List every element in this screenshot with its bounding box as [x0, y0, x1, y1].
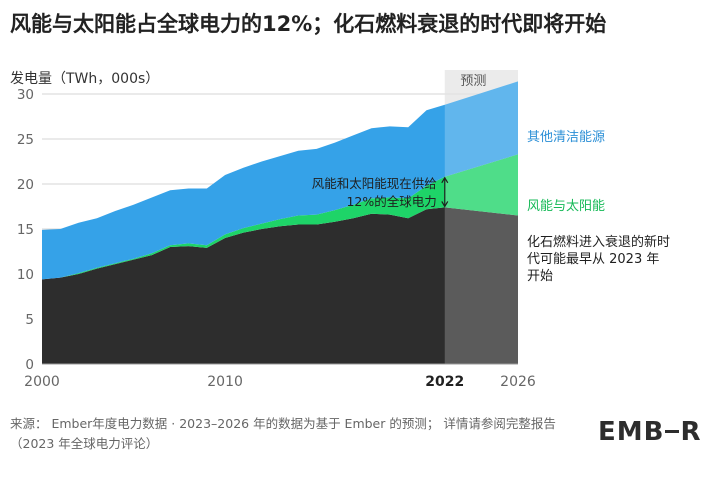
y-axis-label: 发电量（TWh，000s）	[10, 71, 160, 87]
y-tick-label: 0	[25, 357, 34, 373]
ember-logo: EMB R	[598, 417, 702, 447]
area-other_clean	[42, 81, 518, 280]
annotation-arrow-head-down	[441, 201, 449, 208]
y-tick-label: 5	[25, 312, 34, 328]
x-tick-label: 2010	[207, 374, 243, 390]
annotation-text: 风能和太阳能现在供给 12%的全球电力	[312, 176, 437, 209]
y-tick-label: 15	[17, 222, 34, 238]
legend-label-wind-solar: 风能与太阳能	[527, 199, 605, 214]
y-tick-label: 25	[17, 132, 34, 148]
legend-label-fossil-line: 代可能最早从 2023 年	[527, 252, 659, 267]
chart-title: 风能与太阳能占全球电力的12%；化石燃料衰退的时代即将开始	[10, 12, 607, 36]
x-tick-label: 2026	[500, 374, 536, 390]
legend-label-other-clean: 其他清洁能源	[527, 130, 605, 145]
forecast-label: 预测	[460, 74, 486, 89]
x-tick-label: 2022	[425, 374, 464, 390]
legend-label-fossil-line: 化石燃料进入衰退的新时	[527, 234, 670, 250]
annotation-line-2: 12%的全球电力	[346, 194, 436, 209]
y-tick-label: 10	[17, 267, 34, 283]
y-tick-label: 20	[17, 177, 34, 193]
forecast-overlay	[444, 70, 518, 364]
annotation-arrow-head-up	[441, 176, 449, 184]
x-tick-label: 2000	[24, 374, 60, 390]
annotation-line-1: 风能和太阳能现在供给	[312, 176, 437, 191]
legend-label-fossil-line: 开始	[527, 269, 553, 284]
legend-label-fossil: 化石燃料进入衰退的新时代可能最早从 2023 年开始	[527, 234, 670, 284]
area-fossil	[42, 207, 518, 364]
source-note: 来源： Ember年度电力数据 · 2023–2026 年的数据为基于 Embe…	[10, 416, 556, 451]
y-tick-label: 30	[17, 87, 34, 103]
